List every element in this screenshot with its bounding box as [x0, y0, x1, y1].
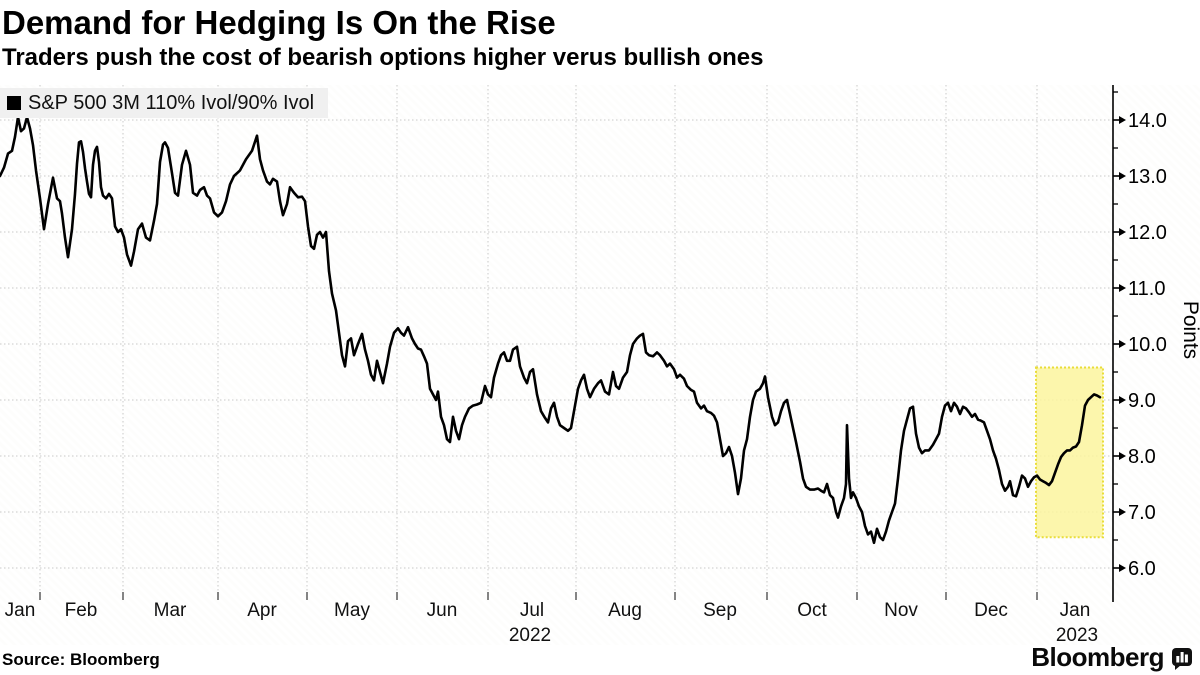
y-axis-tick-arrow-icon	[1119, 228, 1126, 236]
x-axis-month-label: May	[334, 600, 370, 621]
page-title: Demand for Hedging Is On the Rise	[2, 4, 556, 41]
bloomberg-wordmark: Bloomberg	[1031, 642, 1164, 672]
page-subtitle: Traders push the cost of bearish options…	[2, 44, 764, 71]
source-note: Source: Bloomberg	[2, 650, 160, 669]
y-axis-tick-label: 13.0	[1128, 166, 1167, 188]
y-axis-tick-label: 11.0	[1128, 278, 1165, 300]
series-line	[0, 115, 1102, 545]
y-axis-tick-label: 7.0	[1128, 502, 1156, 524]
legend-label: S&P 500 3M 110% Ivol/90% Ivol	[28, 91, 315, 114]
y-axis-tick-arrow-icon	[1119, 508, 1126, 516]
y-axis-tick-label: 9.0	[1128, 390, 1156, 412]
x-axis-month-label: Apr	[247, 600, 277, 621]
x-axis-month-label: Sep	[703, 600, 737, 621]
legend: S&P 500 3M 110% Ivol/90% Ivol	[0, 88, 329, 118]
highlight-region	[1035, 366, 1104, 539]
y-axis-tick-arrow-icon	[1119, 396, 1126, 404]
x-axis-month-label: Jun	[427, 600, 458, 621]
y-axis-tick-label: 10.0	[1128, 334, 1167, 356]
legend-swatch-icon	[7, 96, 21, 110]
bloomberg-logo: Bloomberg	[1031, 642, 1194, 673]
y-axis-tick-label: 14.0	[1128, 110, 1167, 132]
x-axis-month-label: Jul	[520, 600, 544, 621]
x-axis-month-label: Dec	[974, 600, 1008, 621]
x-axis-month-label: Nov	[884, 600, 918, 621]
y-axis-tick-label: 8.0	[1128, 446, 1156, 468]
chart-canvas: 6.0 7.0 8.0 9.0 10.0 11.0 12.0 13.0 14.0 Jan Feb Ma…	[0, 85, 1200, 645]
y-axis-tick-arrow-icon	[1119, 116, 1126, 124]
y-axis-tick-label: 6.0	[1128, 558, 1156, 580]
x-axis-month-label: Oct	[797, 600, 827, 621]
x-axis-month-label: Feb	[65, 600, 98, 621]
y-axis-tick-arrow-icon	[1119, 340, 1126, 348]
x-axis-year-label: 2023	[1056, 625, 1098, 645]
x-axis-month-label: Mar	[154, 600, 187, 621]
x-axis-month-label: Jan	[1060, 600, 1091, 621]
y-axis-title: Points	[1179, 301, 1200, 359]
y-axis-tick-label: 12.0	[1128, 222, 1167, 244]
x-axis-month-label: Jan	[5, 600, 36, 621]
y-axis-tick-arrow-icon	[1119, 172, 1126, 180]
bloomberg-bug-icon	[1172, 647, 1192, 670]
y-axis-tick-arrow-icon	[1119, 284, 1126, 292]
y-axis-tick-arrow-icon	[1119, 564, 1126, 572]
x-axis-month-label: Aug	[608, 600, 642, 621]
y-axis-tick-arrow-icon	[1119, 452, 1126, 460]
x-axis-year-label: 2022	[509, 625, 551, 645]
